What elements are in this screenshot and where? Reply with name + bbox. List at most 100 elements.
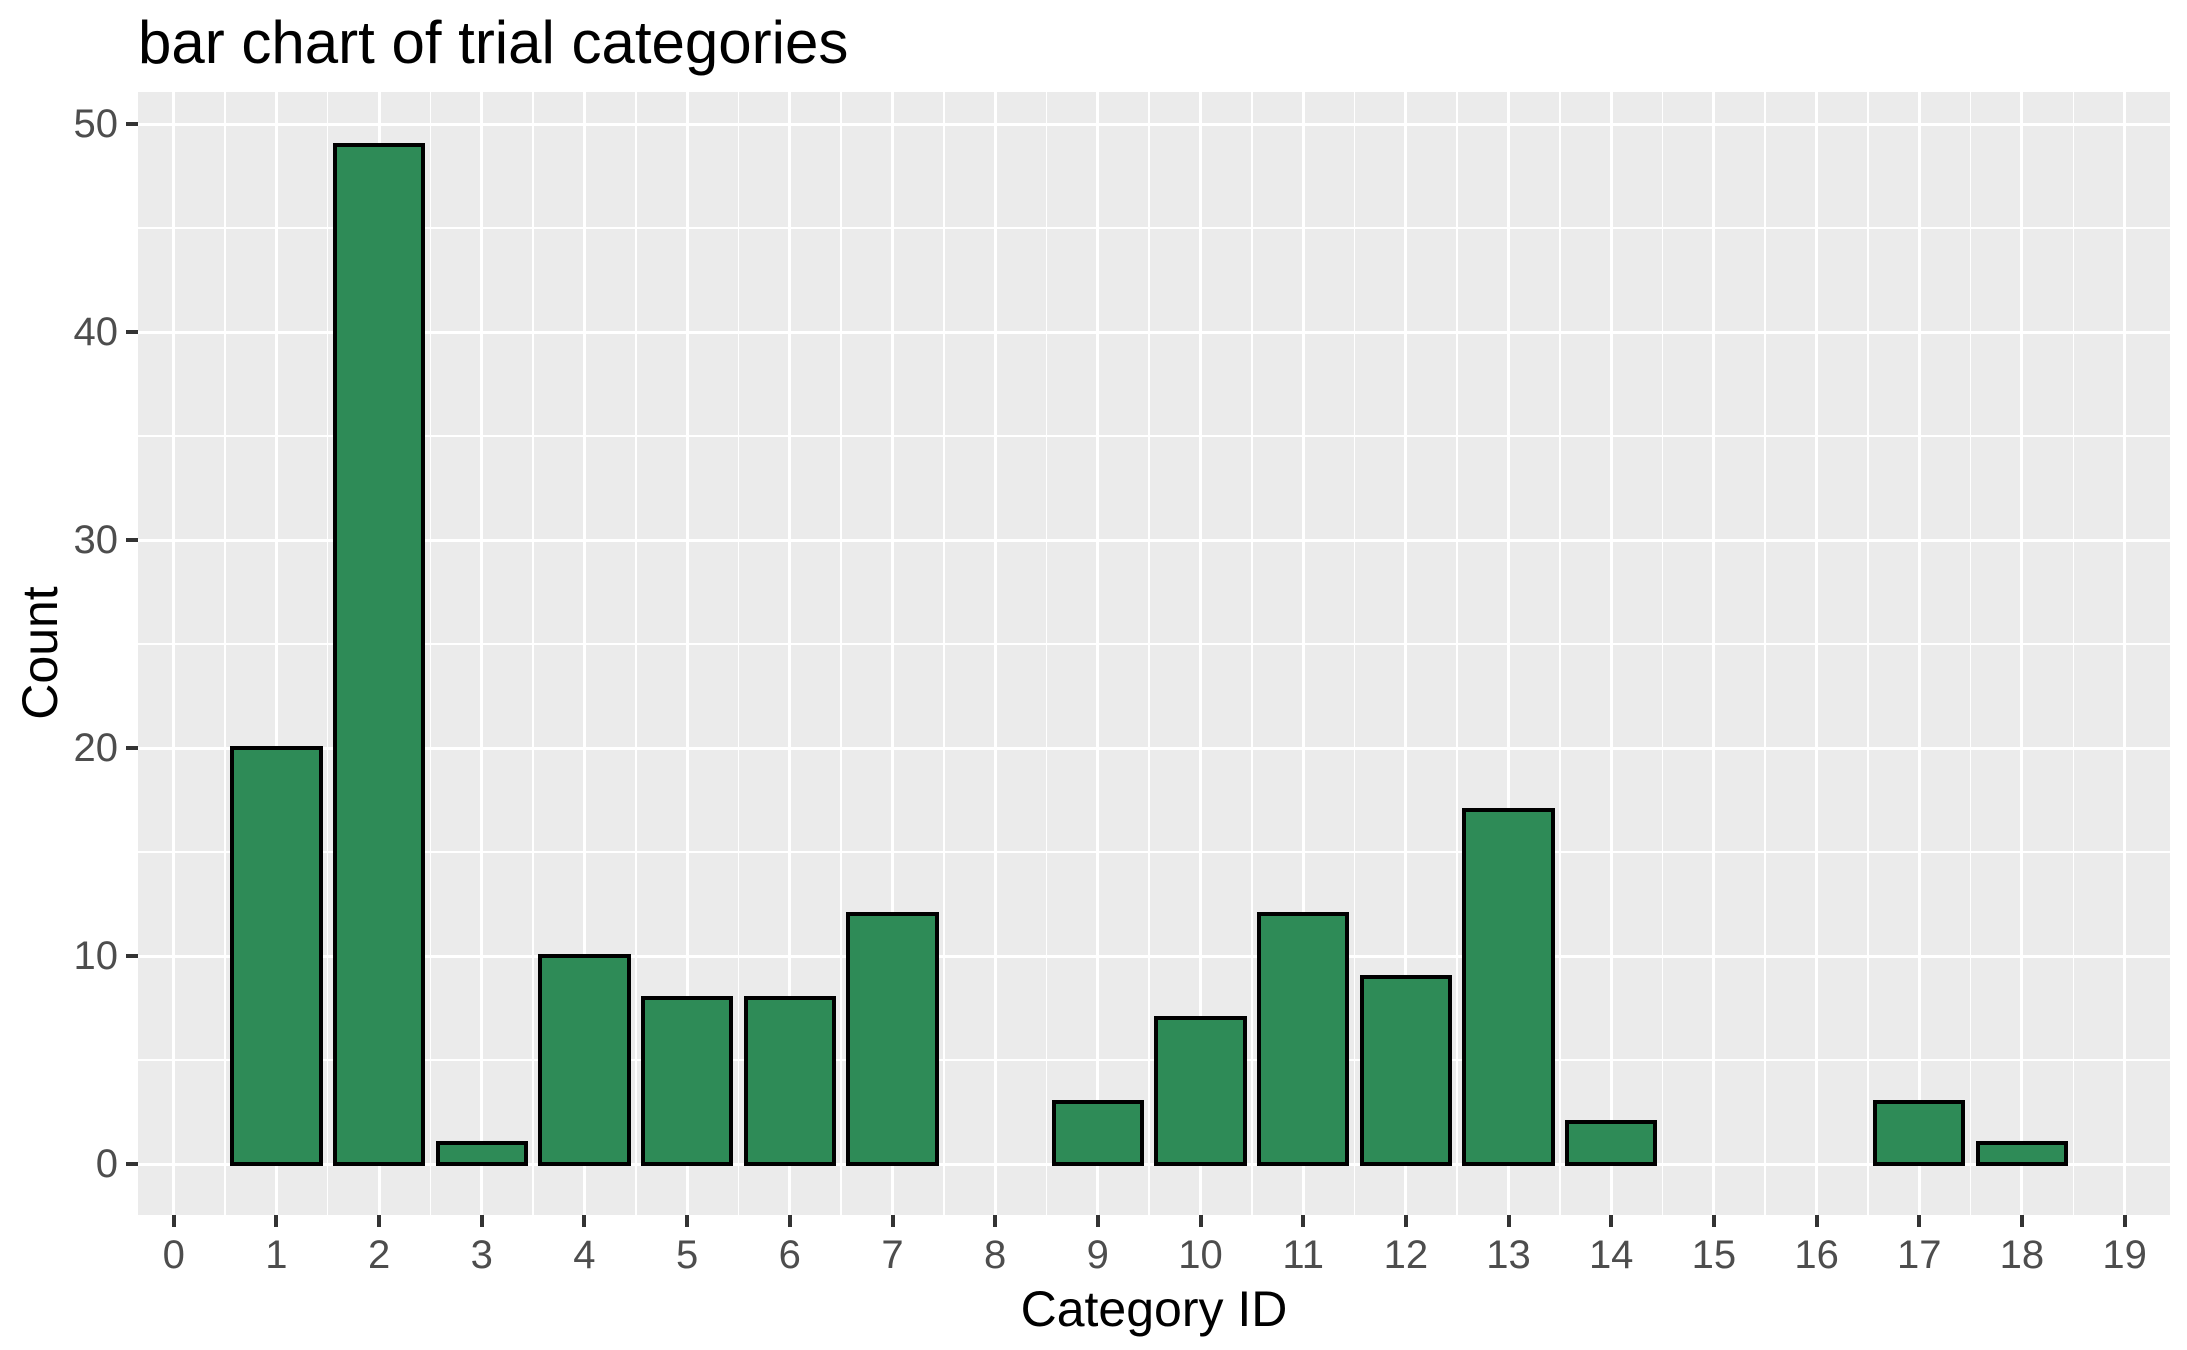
gridline-minor-x-10.5 xyxy=(1251,92,1253,1215)
gridline-minor-y-35 xyxy=(138,435,2170,437)
x-tick-label-11: 11 xyxy=(1282,1233,1324,1277)
gridline-minor-x-5.5 xyxy=(737,92,740,1215)
x-tick-mark-2 xyxy=(377,1215,382,1227)
gridline-minor-y-25 xyxy=(138,643,2170,645)
gridline-minor-x-12.5 xyxy=(1456,92,1458,1215)
x-tick-label-10: 10 xyxy=(1178,1233,1223,1277)
gridline-minor-x-14.5 xyxy=(1661,92,1664,1215)
gridline-major-x-19 xyxy=(2123,92,2127,1215)
x-tick-label-4: 4 xyxy=(573,1233,596,1277)
x-tick-label-5: 5 xyxy=(675,1233,699,1277)
x-tick-mark-9 xyxy=(1095,1215,1100,1227)
x-tick-label-7: 7 xyxy=(881,1233,904,1277)
gridline-minor-y-45 xyxy=(138,227,2170,229)
bar-category-11 xyxy=(1257,912,1350,1166)
gridline-major-x-18 xyxy=(2020,92,2024,1215)
x-tick-label-3: 3 xyxy=(470,1233,493,1277)
x-tick-label-6: 6 xyxy=(778,1233,801,1277)
gridline-minor-x-17.5 xyxy=(1969,92,1972,1215)
x-tick-mark-8 xyxy=(993,1215,998,1227)
chart-title: bar chart of trial categories xyxy=(138,9,849,76)
x-tick-mark-3 xyxy=(479,1215,484,1227)
y-tick-mark-0 xyxy=(126,1162,138,1166)
bar-category-18 xyxy=(1975,1141,2069,1166)
bar-category-9 xyxy=(1051,1099,1144,1166)
gridline-major-x-10 xyxy=(1199,92,1202,1215)
x-tick-label-14: 14 xyxy=(1588,1233,1634,1277)
gridline-minor-y-5 xyxy=(138,1059,2170,1061)
y-tick-mark-20 xyxy=(126,746,138,750)
gridline-minor-x-8.5 xyxy=(1045,92,1048,1215)
gridline-minor-y-15 xyxy=(138,851,2170,853)
gridline-major-x-4 xyxy=(582,92,586,1215)
x-tick-mark-6 xyxy=(787,1215,792,1227)
gridline-minor-x-2.5 xyxy=(429,92,432,1215)
gridline-major-y-10 xyxy=(138,954,2170,958)
x-tick-mark-4 xyxy=(582,1215,587,1227)
x-tick-mark-16 xyxy=(1814,1215,1819,1227)
x-tick-label-12: 12 xyxy=(1383,1233,1429,1277)
gridline-major-y-30 xyxy=(138,538,2170,542)
gridline-major-x-14 xyxy=(1609,92,1613,1215)
bar-category-10 xyxy=(1154,1016,1247,1166)
x-tick-label-13: 13 xyxy=(1486,1233,1531,1277)
bar-category-17 xyxy=(1873,1099,1966,1166)
y-tick-mark-10 xyxy=(126,954,138,958)
bar-category-6 xyxy=(743,995,836,1166)
gridline-major-x-3 xyxy=(480,92,484,1215)
x-tick-mark-10 xyxy=(1198,1215,1203,1227)
bar-category-7 xyxy=(846,912,939,1166)
gridline-major-x-9 xyxy=(1096,92,1100,1215)
y-tick-label-20: 20 xyxy=(73,726,119,770)
gridline-major-x-8 xyxy=(993,92,997,1215)
gridline-major-y-0 xyxy=(138,1162,2170,1166)
y-axis-title: Count xyxy=(12,586,68,720)
bar-category-14 xyxy=(1565,1120,1658,1166)
y-tick-label-50: 50 xyxy=(73,102,119,146)
bar-category-13 xyxy=(1462,808,1555,1166)
x-axis-title: Category ID xyxy=(1020,1281,1288,1337)
bar-category-5 xyxy=(640,995,734,1166)
x-tick-label-16: 16 xyxy=(1794,1233,1839,1277)
x-tick-mark-11 xyxy=(1301,1215,1306,1227)
x-tick-label-15: 15 xyxy=(1691,1233,1737,1277)
x-tick-mark-1 xyxy=(274,1215,279,1227)
gridline-major-y-50 xyxy=(138,122,2170,126)
gridline-major-x-1 xyxy=(274,92,278,1215)
gridline-minor-x-16.5 xyxy=(1867,92,1869,1215)
x-tick-label-0: 0 xyxy=(162,1233,185,1277)
gridline-major-x-13 xyxy=(1507,92,1510,1215)
y-tick-label-40: 40 xyxy=(73,310,119,354)
x-tick-mark-12 xyxy=(1403,1215,1408,1227)
x-tick-label-1: 1 xyxy=(265,1233,288,1277)
x-tick-mark-5 xyxy=(685,1215,690,1227)
x-tick-mark-13 xyxy=(1506,1215,1511,1227)
x-tick-label-8: 8 xyxy=(983,1233,1007,1277)
gridline-minor-x-6.5 xyxy=(840,92,842,1215)
gridline-minor-x-15.5 xyxy=(1764,92,1766,1215)
bar-category-12 xyxy=(1359,974,1453,1166)
x-tick-mark-15 xyxy=(1711,1215,1716,1227)
gridline-major-x-11 xyxy=(1301,92,1305,1215)
x-tick-label-18: 18 xyxy=(1999,1233,2045,1277)
gridline-major-y-40 xyxy=(138,330,2170,334)
x-tick-mark-19 xyxy=(2122,1215,2127,1227)
x-tick-mark-17 xyxy=(1917,1215,1922,1227)
bar-category-2 xyxy=(332,142,426,1166)
gridline-major-x-5 xyxy=(685,92,689,1215)
gridline-minor-x-9.5 xyxy=(1148,92,1150,1215)
y-tick-label-0: 0 xyxy=(95,1142,118,1186)
x-tick-label-2: 2 xyxy=(367,1233,391,1277)
x-tick-mark-7 xyxy=(890,1215,895,1227)
gridline-major-x-15 xyxy=(1712,92,1716,1215)
y-tick-mark-40 xyxy=(126,330,138,334)
x-tick-mark-18 xyxy=(2019,1215,2024,1227)
gridline-minor-x-18.5 xyxy=(2072,92,2075,1215)
y-tick-mark-30 xyxy=(126,538,138,542)
x-tick-label-17: 17 xyxy=(1897,1233,1942,1277)
y-tick-label-10: 10 xyxy=(73,934,119,978)
gridline-minor-x-13.5 xyxy=(1559,92,1561,1215)
gridline-major-y-20 xyxy=(138,746,2170,750)
gridline-major-x-0 xyxy=(172,92,176,1215)
